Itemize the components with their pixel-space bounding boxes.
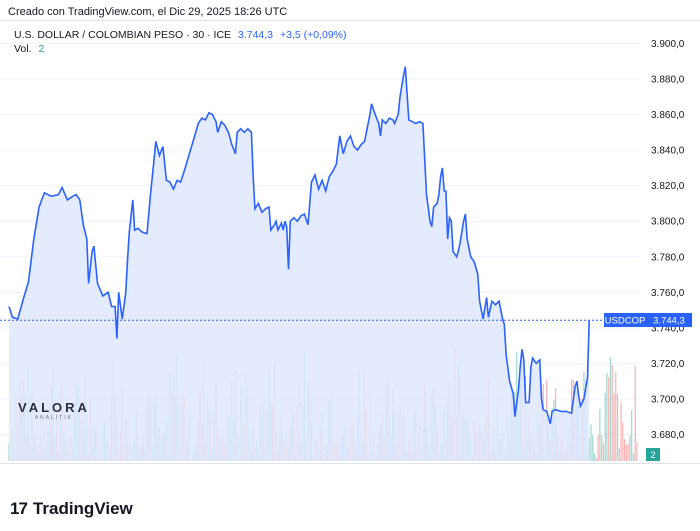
volume-bar [634, 366, 636, 461]
volume-bar [622, 422, 624, 461]
y-tick-label: 3.760,0 [651, 288, 685, 299]
price-chart[interactable]: 3.680,0 3.700,0 3.720,0 3.740,0 3.760,0 3.780… [0, 0, 700, 462]
volume-bar [602, 443, 604, 461]
tradingview-footer[interactable]: 17 TradingView [10, 498, 133, 520]
volume-bar [599, 408, 601, 461]
price-badge-value-bg [646, 313, 692, 327]
volume-bar [601, 435, 603, 461]
y-tick-label: 3.800,0 [651, 217, 685, 228]
legend-vol-label: Vol. [14, 43, 32, 55]
price-badge-ticker-bg [604, 313, 646, 327]
y-tick-label: 3.860,0 [651, 110, 685, 121]
volume-bar [592, 434, 594, 461]
y-tick-label: 3.880,0 [651, 75, 685, 86]
watermark-line2: ANALITIK [34, 415, 74, 421]
price-badge: USDCOP 3.744,3 [604, 313, 692, 327]
legend-symbol: U.S. DOLLAR / COLOMBIAN PESO · 30 · ICE [14, 29, 232, 41]
y-tick-label: 3.700,0 [651, 394, 685, 405]
volume-badge: 2 [646, 448, 660, 461]
volume-bar [590, 424, 592, 461]
volume-bar [609, 357, 612, 461]
tradingview-logo-icon: 17 [10, 499, 28, 518]
volume-bar [629, 435, 631, 461]
volume-bar [620, 401, 622, 461]
volume-bar [618, 448, 620, 461]
volume-bar [632, 453, 635, 461]
volume-bar [625, 444, 627, 461]
price-badge-ticker: USDCOP [605, 316, 646, 327]
price-line [8, 66, 590, 425]
y-tick-label: 3.900,0 [651, 39, 685, 50]
y-tick-label: 3.720,0 [651, 359, 685, 370]
volume-bar [613, 393, 615, 461]
legend-last: 3.744,3 [237, 29, 274, 41]
y-tick-label: 3.780,0 [651, 252, 685, 263]
volume-badge-value: 2 [650, 450, 655, 461]
y-axis-ticks: 3.680,0 3.700,0 3.720,0 3.740,0 3.760,0 3.780… [651, 39, 685, 441]
watermark-line1: VALORA [18, 400, 90, 415]
volume-bar [597, 435, 599, 461]
chart-legend: U.S. DOLLAR / COLOMBIAN PESO · 30 · ICE … [14, 28, 347, 56]
volume-bar [624, 439, 626, 461]
y-tick-label: 3.740,0 [651, 323, 685, 334]
volume-bar [631, 409, 633, 461]
volume-bar [595, 458, 597, 461]
legend-change: +3,5 (+0,09%) [279, 29, 347, 41]
tradingview-wordmark: TradingView [32, 499, 133, 518]
volume-bar [606, 372, 608, 461]
chart-frame[interactable] [0, 20, 700, 464]
volume-bar [627, 443, 629, 461]
volume-bar [593, 453, 596, 461]
created-header: Creado con TradingView.com, el Dic 29, 2… [8, 6, 288, 18]
volume-bar [608, 377, 610, 461]
volume-bar [636, 441, 638, 461]
volume-badge-bg [646, 448, 660, 461]
y-tick-label: 3.680,0 [651, 430, 685, 441]
volume-bar [615, 371, 617, 461]
legend-vol-value: 2 [38, 43, 45, 55]
y-tick-label: 3.820,0 [651, 181, 685, 192]
price-badge-value: 3.744,3 [653, 316, 685, 327]
y-tick-label: 3.840,0 [651, 146, 685, 157]
volume-bar [588, 437, 590, 461]
volume-bar [611, 364, 613, 461]
valora-watermark: VALORA ANALITIK [18, 400, 90, 421]
volume-bar [616, 393, 619, 461]
volume-bar [604, 392, 606, 461]
